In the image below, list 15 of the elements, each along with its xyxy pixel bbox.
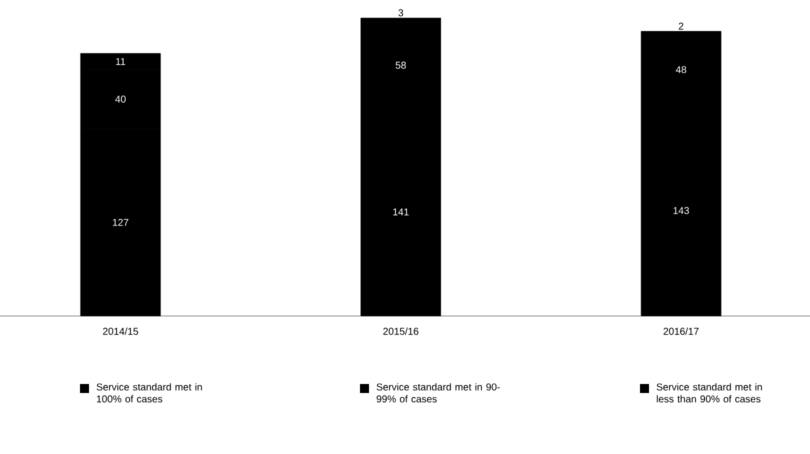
- x-tick-label: 2015/16: [383, 328, 418, 335]
- data-label: 2: [678, 22, 684, 30]
- data-label: 40: [115, 96, 126, 103]
- legend-label: Service standard met in less than 90% of cases: [656, 383, 762, 402]
- x-tick-label: 2014/15: [103, 328, 138, 335]
- data-label: 143: [674, 206, 689, 214]
- legend-label: Service standard met in 100% of cases: [96, 383, 202, 402]
- data-label: 3: [398, 9, 404, 16]
- data-label: 141: [393, 208, 409, 216]
- data-label: 48: [676, 66, 686, 74]
- legend-label: Service standard met in 90-99% of cases: [376, 383, 500, 402]
- data-label: 127: [112, 218, 128, 226]
- data-label: 11: [116, 58, 126, 65]
- x-tick-label: 2016/17: [664, 328, 699, 335]
- data-label: 58: [396, 62, 406, 69]
